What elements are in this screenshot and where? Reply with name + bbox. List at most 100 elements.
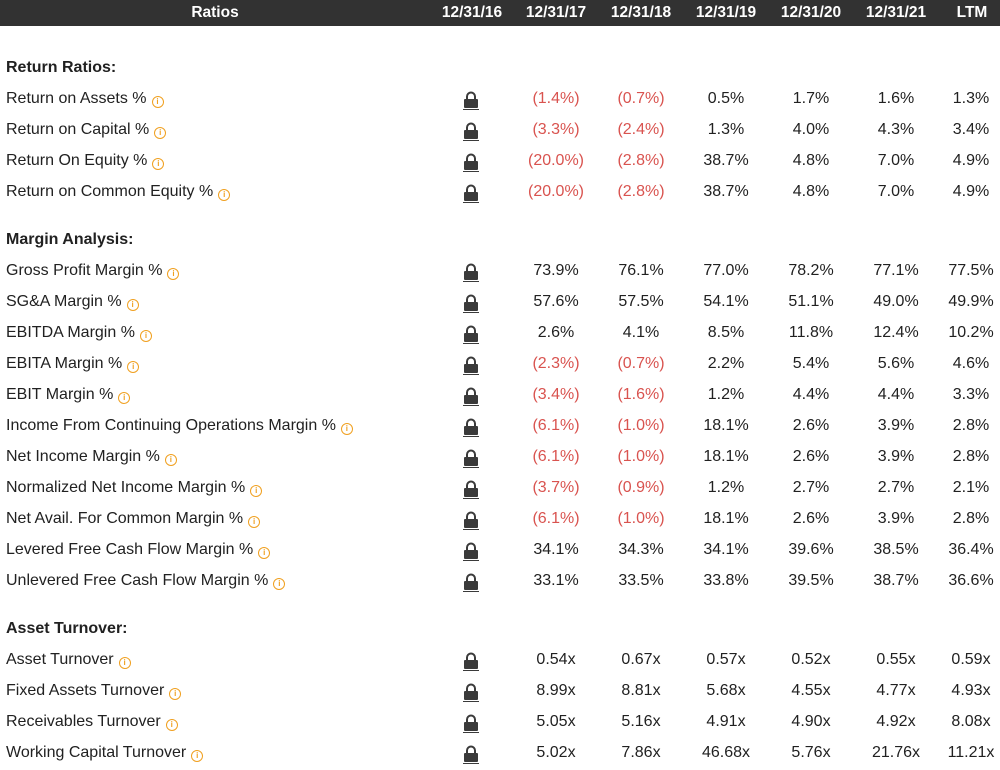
info-icon[interactable]: i	[340, 423, 353, 435]
info-icon[interactable]: i	[164, 454, 177, 466]
row-label: Return on Assets %	[6, 90, 147, 107]
value-cell: (20.0%)	[527, 152, 585, 169]
info-icon[interactable]: i	[151, 96, 164, 108]
row-label-cell: Gross Profit Margin % i	[6, 255, 180, 286]
header-period-2016: 12/31/16	[441, 4, 503, 21]
row-label: Receivables Turnover	[6, 713, 161, 730]
table-row: Asset Turnover i 0.54x 0.67x 0.57x 0.52x 0.55x…	[0, 644, 1000, 675]
info-icon[interactable]: i	[250, 485, 263, 497]
lock-icon[interactable]	[461, 744, 481, 764]
lock-icon[interactable]	[461, 448, 481, 468]
value-cell: 2.6%	[537, 324, 575, 341]
info-icon[interactable]: i	[248, 516, 261, 528]
value-cell: (6.1%)	[532, 510, 580, 527]
lock-icon[interactable]	[461, 510, 481, 530]
value-cell: (0.9%)	[617, 479, 665, 496]
value-cell: 4.55x	[791, 682, 831, 699]
value-cell: 39.5%	[788, 572, 834, 589]
value-cell: (1.4%)	[532, 90, 580, 107]
row-label: Net Income Margin %	[6, 448, 160, 465]
section-header: Asset Turnover:	[0, 613, 1000, 644]
table-row: Income From Continuing Operations Margin…	[0, 410, 1000, 441]
lock-icon[interactable]	[461, 324, 481, 344]
row-label: EBITA Margin %	[6, 355, 123, 372]
header-period-ltm: LTM	[956, 4, 988, 21]
lock-icon[interactable]	[461, 386, 481, 406]
lock-icon[interactable]	[461, 293, 481, 313]
value-cell: 4.93x	[951, 682, 991, 699]
lock-icon[interactable]	[461, 541, 481, 561]
value-cell: 1.3%	[952, 90, 990, 107]
value-cell: 38.7%	[873, 572, 919, 589]
info-icon[interactable]: i	[139, 330, 152, 342]
lock-icon[interactable]	[461, 183, 481, 203]
value-cell: 36.6%	[948, 572, 994, 589]
value-cell: (1.6%)	[617, 386, 665, 403]
value-cell: (0.7%)	[617, 90, 665, 107]
info-icon[interactable]: i	[154, 127, 167, 139]
value-cell: 2.6%	[792, 417, 830, 434]
info-icon[interactable]: i	[127, 361, 140, 373]
value-cell: (1.0%)	[617, 510, 665, 527]
lock-icon[interactable]	[461, 572, 481, 592]
lock-icon[interactable]	[461, 651, 481, 671]
lock-icon[interactable]	[461, 417, 481, 437]
header-period-2020: 12/31/20	[780, 4, 842, 21]
info-icon[interactable]: i	[169, 688, 182, 700]
value-cell: 4.4%	[792, 386, 830, 403]
row-label-cell: Return on Capital % i	[6, 114, 167, 145]
lock-icon[interactable]	[461, 90, 481, 110]
row-label: Return on Capital %	[6, 121, 150, 138]
info-icon[interactable]: i	[191, 750, 204, 762]
row-label: Income From Continuing Operations Margin…	[6, 417, 336, 434]
value-cell: 8.99x	[536, 682, 576, 699]
value-cell: 78.2%	[788, 262, 834, 279]
lock-icon[interactable]	[461, 713, 481, 733]
value-cell: 4.92x	[876, 713, 916, 730]
value-cell: 12.4%	[873, 324, 919, 341]
value-cell: 7.0%	[877, 183, 915, 200]
info-icon[interactable]: i	[118, 392, 131, 404]
lock-icon[interactable]	[461, 262, 481, 282]
value-cell: 1.2%	[707, 479, 745, 496]
row-label: Gross Profit Margin %	[6, 262, 163, 279]
info-icon[interactable]: i	[273, 578, 286, 590]
lock-icon[interactable]	[461, 355, 481, 375]
info-icon[interactable]: i	[152, 158, 165, 170]
info-icon[interactable]: i	[165, 719, 178, 731]
value-cell: 18.1%	[703, 510, 749, 527]
info-icon[interactable]: i	[118, 657, 131, 669]
info-icon[interactable]: i	[126, 299, 139, 311]
value-cell: 77.5%	[948, 262, 994, 279]
info-icon[interactable]: i	[218, 189, 231, 201]
lock-icon[interactable]	[461, 682, 481, 702]
table-row: Normalized Net Income Margin % i (3.7%) (0.…	[0, 472, 1000, 503]
value-cell: 4.0%	[792, 121, 830, 138]
header-period-2021: 12/31/21	[865, 4, 927, 21]
value-cell: (6.1%)	[532, 448, 580, 465]
value-cell: (20.0%)	[527, 183, 585, 200]
lock-icon[interactable]	[461, 121, 481, 141]
value-cell: 51.1%	[788, 293, 834, 310]
value-cell: 7.0%	[877, 152, 915, 169]
row-label: SG&A Margin %	[6, 293, 122, 310]
value-cell: 4.6%	[952, 355, 990, 372]
row-label-cell: EBITDA Margin % i	[6, 317, 152, 348]
value-cell: 38.7%	[703, 152, 749, 169]
row-label-cell: Return on Common Equity % i	[6, 176, 231, 207]
value-cell: 4.9%	[952, 152, 990, 169]
row-label: Return on Common Equity %	[6, 183, 214, 200]
info-icon[interactable]: i	[167, 268, 180, 280]
row-label-cell: Return On Equity % i	[6, 145, 165, 176]
value-cell: (3.3%)	[532, 121, 580, 138]
table-row: EBITA Margin % i (2.3%) (0.7%) 2.2% 5.4% 5.6% 4…	[0, 348, 1000, 379]
row-label-cell: Receivables Turnover i	[6, 706, 178, 737]
lock-icon[interactable]	[461, 152, 481, 172]
row-label-cell: Unlevered Free Cash Flow Margin % i	[6, 565, 286, 596]
lock-icon[interactable]	[461, 479, 481, 499]
value-cell: 39.6%	[788, 541, 834, 558]
value-cell: 5.76x	[791, 744, 831, 761]
info-icon[interactable]: i	[258, 547, 271, 559]
value-cell: 76.1%	[618, 262, 664, 279]
header-period-2018: 12/31/18	[610, 4, 672, 21]
